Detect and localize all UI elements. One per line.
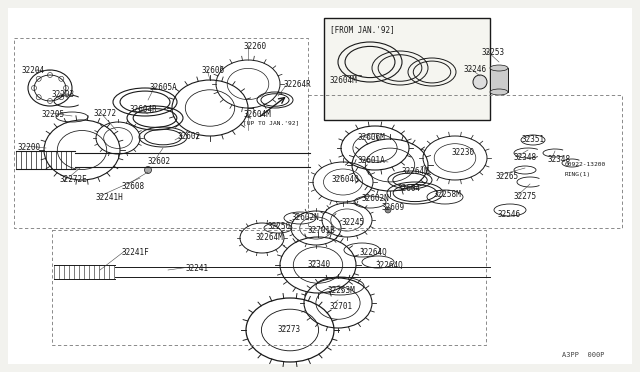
Text: 32605A: 32605A — [150, 83, 178, 92]
Text: 32264Q: 32264Q — [376, 261, 404, 270]
Text: 326040: 326040 — [331, 175, 359, 184]
Text: 32241F: 32241F — [122, 248, 150, 257]
Text: 00922-13200: 00922-13200 — [565, 162, 606, 167]
Text: 32265: 32265 — [496, 172, 519, 181]
Text: 32609: 32609 — [381, 203, 404, 212]
Text: 32701: 32701 — [329, 302, 352, 311]
Text: 32604M: 32604M — [330, 76, 358, 85]
Circle shape — [145, 167, 152, 173]
Text: 32601A: 32601A — [357, 156, 385, 165]
Text: 32604M: 32604M — [243, 110, 271, 119]
Text: 32250: 32250 — [268, 222, 291, 231]
Text: 32203: 32203 — [52, 90, 75, 99]
Ellipse shape — [490, 89, 508, 95]
Text: 32602: 32602 — [148, 157, 171, 166]
Ellipse shape — [490, 65, 508, 71]
Text: RING(1): RING(1) — [565, 172, 591, 177]
Text: 32602N: 32602N — [362, 194, 390, 203]
Text: 32245: 32245 — [341, 218, 364, 227]
Text: 32272: 32272 — [93, 109, 116, 118]
Text: 32273: 32273 — [278, 325, 301, 334]
Text: 32604: 32604 — [398, 184, 421, 193]
Text: 32200: 32200 — [18, 143, 41, 152]
Text: 32260: 32260 — [243, 42, 266, 51]
Text: 32340: 32340 — [308, 260, 331, 269]
Circle shape — [385, 207, 391, 213]
Text: 32264M: 32264M — [256, 233, 284, 242]
Bar — [490, 68, 508, 92]
Text: 32351: 32351 — [521, 135, 544, 144]
Bar — [324, 18, 490, 120]
Text: 32204: 32204 — [22, 66, 45, 75]
Text: 32230: 32230 — [452, 148, 475, 157]
Text: 32602: 32602 — [178, 132, 201, 141]
Text: 32275: 32275 — [514, 192, 537, 201]
Text: [FROM JAN.'92]: [FROM JAN.'92] — [330, 25, 395, 34]
Text: 32606M: 32606M — [358, 133, 386, 142]
Text: 32272E: 32272E — [60, 175, 88, 184]
Circle shape — [473, 75, 487, 89]
Text: 32258M: 32258M — [434, 190, 461, 199]
Text: 32264R: 32264R — [283, 80, 311, 89]
Text: 32608: 32608 — [122, 182, 145, 191]
Text: 32348: 32348 — [514, 153, 537, 162]
Text: 32253: 32253 — [482, 48, 505, 57]
Text: 32246: 32246 — [464, 65, 487, 74]
Text: 32264Q: 32264Q — [359, 248, 387, 257]
Text: A3PP  000P: A3PP 000P — [563, 352, 605, 358]
Text: 32241H: 32241H — [95, 193, 123, 202]
Text: 32701B: 32701B — [307, 226, 335, 235]
Text: [UP TO JAN.'92]: [UP TO JAN.'92] — [243, 120, 300, 125]
Text: 32205: 32205 — [42, 110, 65, 119]
Text: 32241: 32241 — [186, 264, 209, 273]
Text: 32546: 32546 — [497, 210, 520, 219]
Text: 32602N: 32602N — [292, 213, 320, 222]
Text: 32606: 32606 — [201, 66, 224, 75]
Text: 32604R: 32604R — [130, 105, 157, 114]
Text: 32264M: 32264M — [402, 167, 429, 176]
Text: 32253M: 32253M — [328, 286, 356, 295]
Text: 32348: 32348 — [548, 155, 571, 164]
